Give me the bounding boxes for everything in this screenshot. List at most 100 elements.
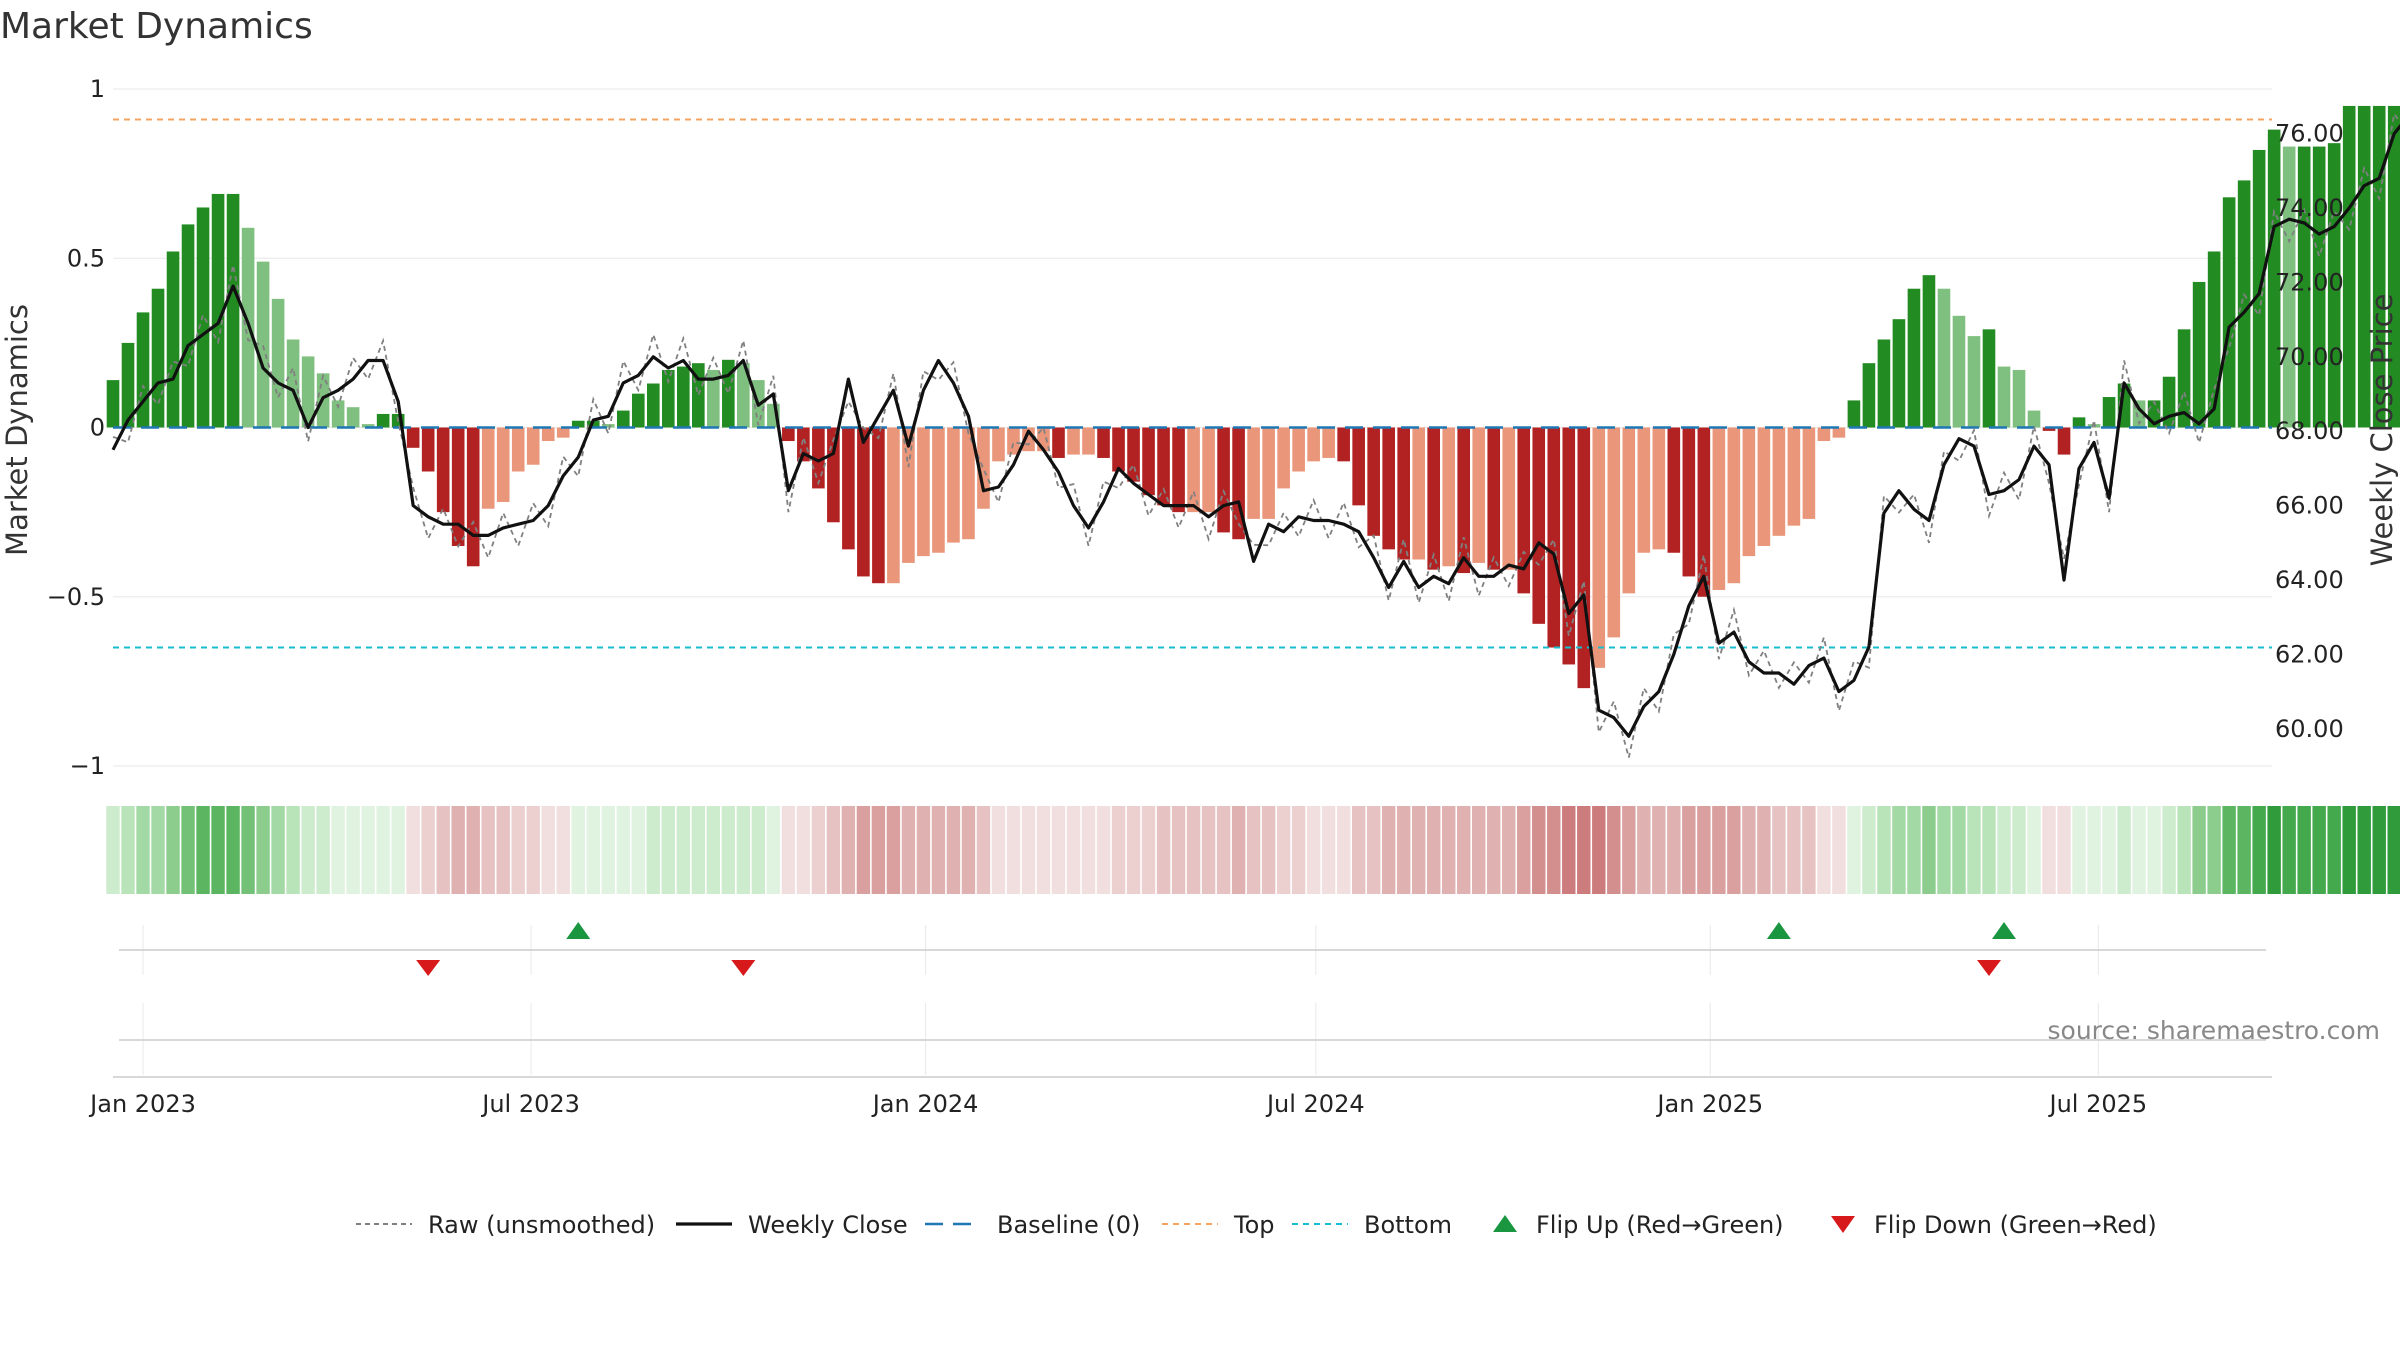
dynamics-bar xyxy=(1307,427,1320,462)
dynamics-bar xyxy=(1367,427,1380,536)
dynamics-bar xyxy=(1832,427,1846,438)
heat-strip-cell xyxy=(1021,806,1036,894)
dynamics-bar xyxy=(872,427,885,584)
dynamics-bar xyxy=(932,427,945,553)
right-tick-label: 66.00 xyxy=(2275,492,2344,520)
heat-strip-cell xyxy=(1036,806,1051,894)
heat-strip-cell xyxy=(541,806,555,894)
heat-strip-cell xyxy=(1517,806,1531,894)
heat-strip-cell xyxy=(2042,806,2056,894)
heat-strip-cell xyxy=(1757,806,1771,894)
heat-strip-cell xyxy=(166,806,180,894)
dynamics-bar xyxy=(1592,427,1606,668)
dynamics-bar xyxy=(151,288,165,428)
price-lines xyxy=(111,111,2400,758)
heat-strip-cell xyxy=(2252,806,2266,894)
heat-strip-cell xyxy=(1637,806,1651,894)
dynamics-bar xyxy=(2012,369,2026,428)
heat-strip-cell xyxy=(421,806,435,894)
legend-label: Flip Down (Green→Red) xyxy=(1874,1211,2157,1239)
flip-down-marker xyxy=(1976,960,2001,976)
right-tick-label: 68.00 xyxy=(2275,417,2344,445)
x-tick-label: Jul 2025 xyxy=(2048,1090,2148,1118)
heat-strip-cell xyxy=(946,806,961,894)
heat-strip-cell xyxy=(661,806,675,894)
dynamics-bar xyxy=(1937,288,1951,428)
heat-strip-cell xyxy=(886,806,901,894)
legend-label: Bottom xyxy=(1364,1211,1452,1239)
flip-down-marker xyxy=(731,960,756,976)
right-tick-label: 64.00 xyxy=(2275,566,2344,594)
heat-strip-cell xyxy=(1772,806,1786,894)
dynamics-bar xyxy=(1817,427,1831,442)
heat-strip-cell xyxy=(796,806,811,894)
dynamics-bar xyxy=(361,424,375,428)
dynamics-bar xyxy=(346,407,360,428)
reference-lines xyxy=(113,118,2272,649)
dynamics-bar xyxy=(1397,427,1410,560)
dynamics-bar xyxy=(842,427,855,550)
dynamics-bar xyxy=(571,420,585,428)
heat-strip-cell xyxy=(826,806,841,894)
heat-strip-cell xyxy=(361,806,375,894)
heat-strip-cell xyxy=(1907,806,1921,894)
heat-strip-cell xyxy=(1366,806,1381,894)
heat-strip-cell xyxy=(691,806,706,894)
dynamics-bar xyxy=(1487,427,1501,570)
heat-strip-cell xyxy=(1111,806,1126,894)
heat-strip-cell xyxy=(1006,806,1021,894)
heat-strip-cell xyxy=(2177,806,2191,894)
dynamics-bar xyxy=(2102,397,2116,428)
dynamics-bar xyxy=(1217,427,1230,533)
dynamics-bar xyxy=(1577,427,1591,689)
dynamics-bar xyxy=(166,251,180,428)
dynamics-bar xyxy=(1502,427,1516,570)
heat-strip-cell xyxy=(526,806,540,894)
heat-strip-cell xyxy=(271,806,285,894)
dynamics-bar xyxy=(421,427,435,472)
dynamics-bar xyxy=(226,193,240,428)
heat-strip-cell xyxy=(571,806,585,894)
heat-strip-cell xyxy=(1832,806,1846,894)
dynamics-bar xyxy=(1052,427,1065,458)
heat-strip-cell xyxy=(2207,806,2221,894)
heat-strip-cell xyxy=(1246,806,1261,894)
left-tick-label: 0 xyxy=(90,414,105,442)
heat-strip-cell xyxy=(1712,806,1726,894)
flip-markers xyxy=(416,922,2017,976)
dynamics-bar xyxy=(646,383,660,428)
heat-strip-cell xyxy=(2357,806,2371,894)
legend-label: Weekly Close xyxy=(748,1211,908,1239)
dynamics-bar xyxy=(481,427,495,509)
heat-strip-cell xyxy=(1351,806,1366,894)
heat-strip-cell xyxy=(1727,806,1741,894)
heat-strip-cell xyxy=(136,806,150,894)
dynamics-bar xyxy=(1727,427,1741,584)
dynamics-bar xyxy=(1247,427,1260,519)
heat-strip-cell xyxy=(211,806,225,894)
heat-strip-cell xyxy=(2237,806,2251,894)
flip-up-marker xyxy=(566,922,591,939)
dynamics-bar xyxy=(1682,427,1696,577)
heat-strip-cell xyxy=(931,806,946,894)
heat-strip-cell xyxy=(1622,806,1636,894)
dynamics-bar xyxy=(1442,427,1456,567)
heat-strip-cell xyxy=(856,806,871,894)
dynamics-bar xyxy=(2222,197,2236,428)
heat-strip-cell xyxy=(2087,806,2101,894)
dynamics-bar xyxy=(1112,427,1125,472)
heat-strip-cell xyxy=(1457,806,1471,894)
dynamics-bar xyxy=(2027,410,2041,428)
heat-strip-cell xyxy=(871,806,886,894)
heat-strip-cell xyxy=(2102,806,2116,894)
dynamics-bar xyxy=(526,427,540,465)
heat-strip-cell xyxy=(1472,806,1486,894)
dynamics-bar xyxy=(1337,427,1350,462)
heat-strip-cell xyxy=(196,806,210,894)
flip-up-marker xyxy=(1992,922,2017,939)
heat-strip-cell xyxy=(2057,806,2071,894)
heat-strip-cell xyxy=(1126,806,1141,894)
heat-strip-cell xyxy=(2192,806,2206,894)
heat-strip-cell xyxy=(2147,806,2161,894)
dynamics-bar xyxy=(2312,146,2326,428)
